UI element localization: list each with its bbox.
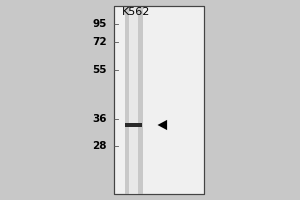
Bar [114,6,204,194]
Text: K562: K562 [122,7,151,17]
Bar [124,6,142,194]
Bar [114,6,204,194]
Polygon shape [158,120,167,130]
Text: 95: 95 [92,19,106,29]
Bar [129,6,139,194]
Text: 28: 28 [92,141,106,151]
Text: 72: 72 [92,37,106,47]
Text: 36: 36 [92,114,106,124]
Text: 55: 55 [92,65,106,75]
Bar [125,123,142,127]
